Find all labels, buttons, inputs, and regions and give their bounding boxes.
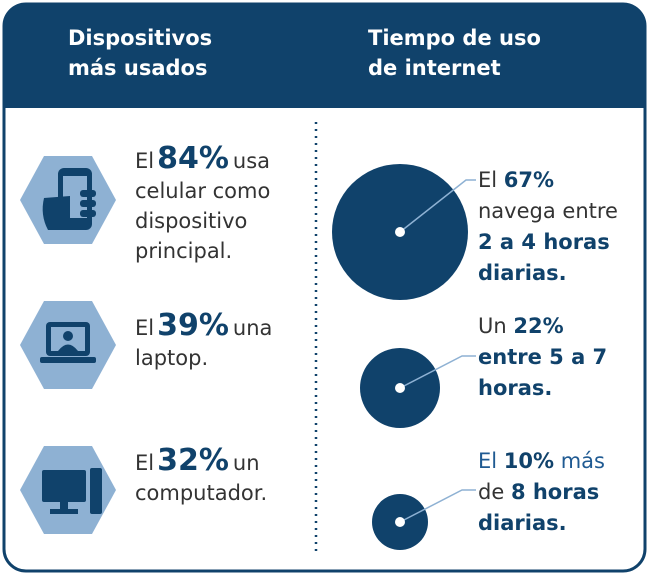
usage-text: El 67% (478, 168, 554, 192)
percent: 84% (157, 141, 229, 176)
device-text: principal. (135, 239, 232, 263)
device-text: laptop. (135, 346, 208, 370)
header-title: más usados (68, 56, 207, 80)
usage-item: El 67% navega entre 2 a 4 horas diarias. (478, 168, 618, 285)
header-title: de internet (368, 56, 501, 80)
suffix: un (233, 451, 260, 475)
segment: entre 5 a 7 (478, 345, 607, 369)
segment: 10% (504, 449, 554, 473)
usage-text: Un 22% (478, 314, 564, 338)
usage-item: Un 22% entre 5 a 7 horas. (478, 314, 607, 400)
header-bar (4, 4, 645, 108)
segment: 67% (504, 168, 554, 192)
segment: diarias. (478, 261, 567, 285)
segment: 8 horas (511, 480, 599, 504)
prefix: El (135, 451, 154, 475)
segment: 2 a 4 horas (478, 230, 610, 254)
usage-text: diarias. (478, 261, 567, 285)
usage-text: entre 5 a 7 (478, 345, 607, 369)
usage-item: El 10% más de 8 horas diarias. (478, 449, 605, 535)
segment: horas. (478, 376, 552, 400)
usage-text: de 8 horas (478, 480, 599, 504)
header-title: Dispositivos (68, 26, 212, 50)
suffix: usa (233, 149, 270, 173)
segment: más (554, 449, 605, 473)
device-headline: El 84% usa (135, 141, 270, 176)
segment: navega entre (478, 199, 618, 223)
usage-text: horas. (478, 376, 552, 400)
device-text: celular como (135, 179, 270, 203)
segment: Un (478, 314, 513, 338)
segment: 22% (513, 314, 563, 338)
device-headline: El 32% un (135, 443, 260, 478)
usage-text: 2 a 4 horas (478, 230, 610, 254)
segment: El (478, 449, 504, 473)
segment: de (478, 480, 511, 504)
percent: 32% (157, 443, 229, 478)
suffix: una (233, 316, 273, 340)
device-text: dispositivo (135, 209, 247, 233)
icons (40, 168, 102, 514)
percent: 39% (157, 308, 229, 343)
prefix: El (135, 149, 154, 173)
prefix: El (135, 316, 154, 340)
usage-text: El 10% más (478, 449, 605, 473)
device-headline: El 39% una (135, 308, 272, 343)
segment: El (478, 168, 504, 192)
usage-text: diarias. (478, 511, 567, 535)
segment: diarias. (478, 511, 567, 535)
device-text: computador. (135, 481, 267, 505)
header-title: Tiempo de uso (368, 26, 541, 50)
usage-text: navega entre (478, 199, 618, 223)
usage-circles (332, 164, 476, 550)
